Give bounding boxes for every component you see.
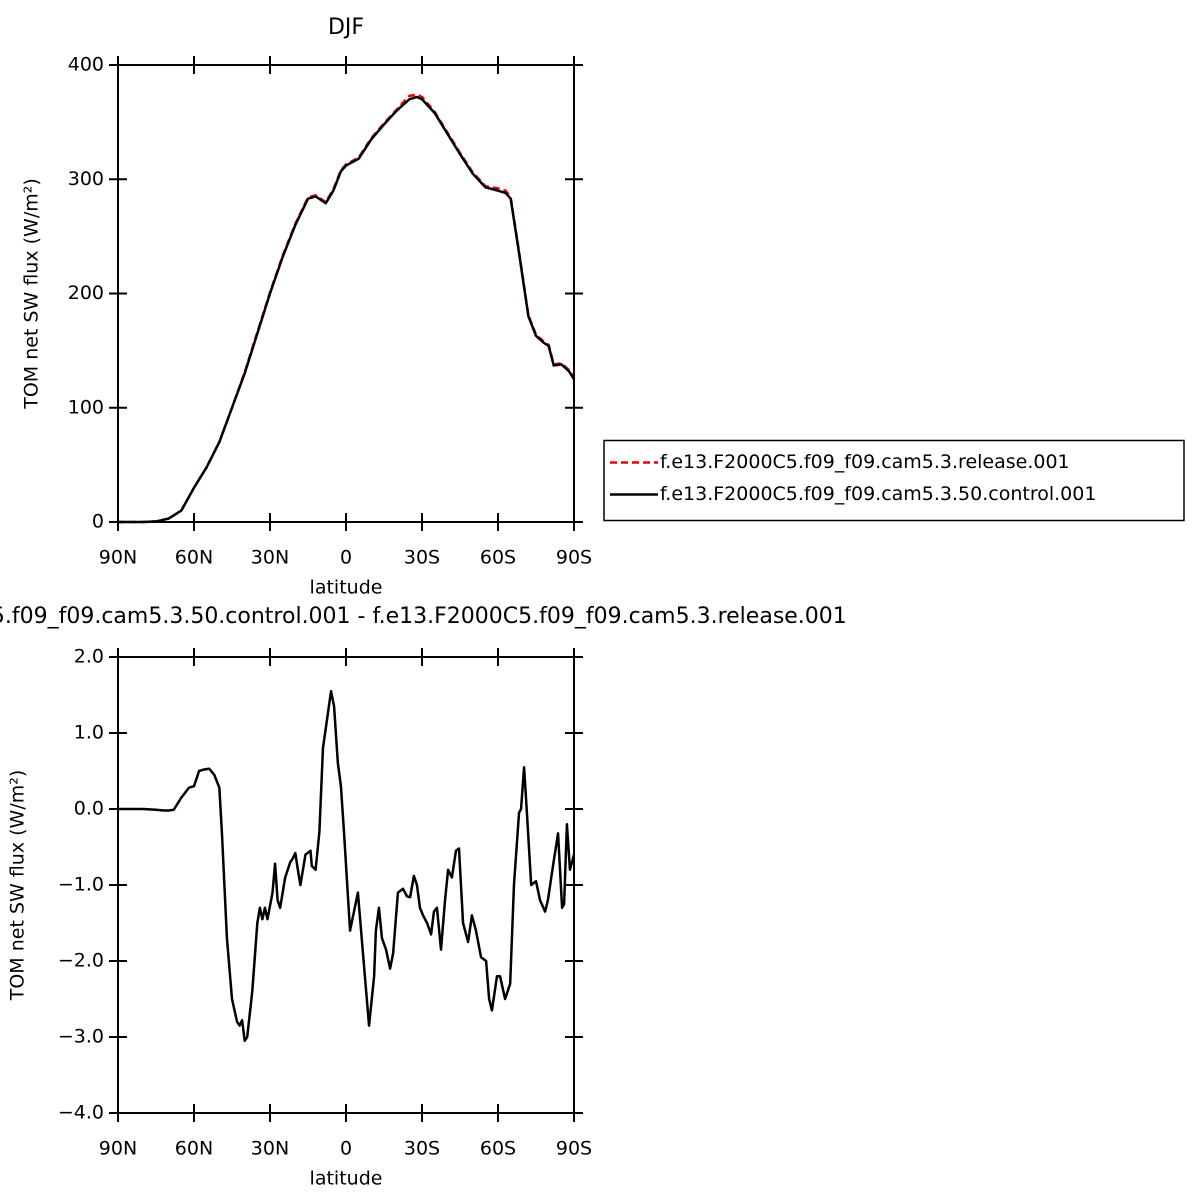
y-tick-label: 0 bbox=[92, 511, 104, 533]
x-axis-label: latitude bbox=[310, 1168, 383, 1190]
x-tick-label: 0 bbox=[340, 547, 352, 569]
x-tick-label: 30N bbox=[251, 547, 289, 569]
plot-frame bbox=[117, 64, 575, 523]
y-tick-label: −1.0 bbox=[58, 874, 104, 896]
y-tick-label: 1.0 bbox=[74, 722, 104, 744]
x-tick-label: 30S bbox=[404, 547, 440, 569]
x-tick-label: 90S bbox=[556, 547, 592, 569]
y-tick-label: 200 bbox=[68, 282, 104, 304]
x-tick-label: 60N bbox=[175, 547, 213, 569]
y-tick-label: 300 bbox=[68, 168, 104, 190]
y-tick-label: 400 bbox=[68, 54, 104, 76]
y-tick-label: 0.0 bbox=[74, 798, 104, 820]
legend-box bbox=[603, 439, 1185, 522]
x-axis-label: latitude bbox=[310, 577, 383, 599]
series-line bbox=[118, 95, 576, 524]
x-tick-label: 90S bbox=[556, 1138, 592, 1160]
x-tick-label: 60S bbox=[480, 1138, 516, 1160]
y-tick-label: −4.0 bbox=[58, 1102, 104, 1124]
x-tick-label: 30S bbox=[404, 1138, 440, 1160]
legend-label: f.e13.F2000C5.f09_f09.cam5.3.release.001 bbox=[660, 451, 1070, 473]
x-tick-label: 60S bbox=[480, 547, 516, 569]
y-tick-label: −3.0 bbox=[58, 1026, 104, 1048]
y-tick-label: 100 bbox=[68, 396, 104, 418]
x-tick-label: 90N bbox=[99, 547, 137, 569]
series-line bbox=[118, 689, 576, 1043]
y-axis-label: TOM net SW flux (W/m²) bbox=[21, 178, 43, 410]
x-tick-label: 60N bbox=[175, 1138, 213, 1160]
y-axis-label: TOM net SW flux (W/m²) bbox=[7, 770, 29, 1002]
y-tick-label: 2.0 bbox=[74, 646, 104, 668]
y-tick-label: −2.0 bbox=[58, 950, 104, 972]
x-tick-label: 30N bbox=[251, 1138, 289, 1160]
series-line bbox=[118, 93, 576, 524]
x-tick-label: 0 bbox=[340, 1138, 352, 1160]
plot: f.e13.F2000C5.f09_f09.cam5.3.50.control.… bbox=[0, 604, 847, 1190]
x-tick-label: 90N bbox=[99, 1138, 137, 1160]
chart-title: DJF bbox=[328, 15, 364, 40]
plot: DJF latitude TOM net SW flux (W/m²) 90N 60N 3… bbox=[21, 15, 1185, 599]
chart-title: f.e13.F2000C5.f09_f09.cam5.3.50.control.… bbox=[0, 604, 847, 629]
legend-label: f.e13.F2000C5.f09_f09.cam5.3.50.control.… bbox=[660, 483, 1096, 505]
plot-frame bbox=[117, 656, 575, 1114]
